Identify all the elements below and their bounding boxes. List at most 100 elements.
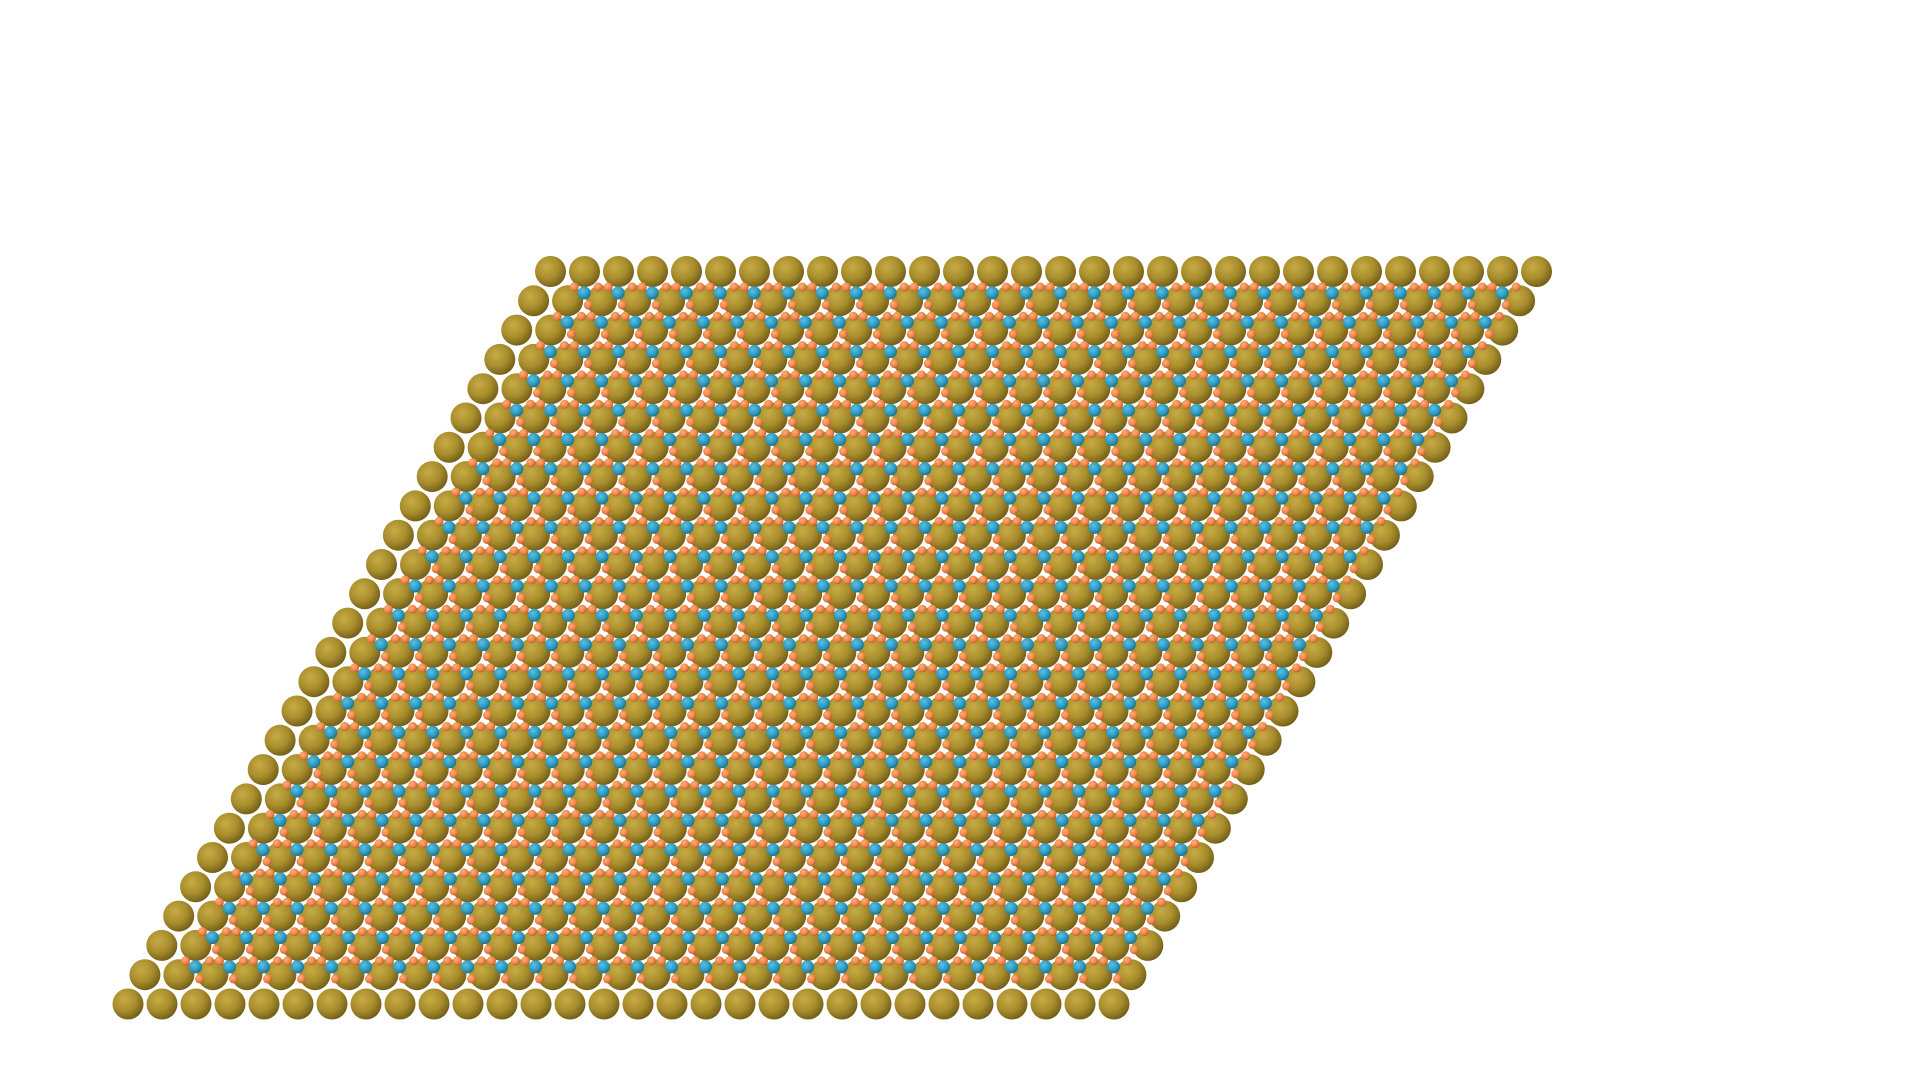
medium-atom — [578, 638, 592, 652]
small-atom — [656, 722, 666, 731]
small-atom — [1274, 575, 1284, 585]
medium-atom — [663, 550, 677, 564]
large-atom — [1385, 431, 1417, 463]
small-atom — [1196, 652, 1206, 662]
small-atom — [398, 915, 408, 925]
small-atom — [637, 282, 647, 292]
small-atom — [500, 857, 510, 867]
small-atom — [1409, 341, 1419, 351]
large-atom — [994, 343, 1026, 375]
small-atom — [866, 516, 876, 526]
medium-atom — [1037, 374, 1050, 388]
medium-atom — [867, 374, 880, 388]
small-atom — [877, 809, 887, 819]
small-atom — [1149, 868, 1159, 878]
small-atom — [884, 897, 894, 907]
large-atom — [996, 871, 1028, 903]
medium-atom — [495, 960, 508, 974]
small-atom — [1222, 311, 1232, 321]
small-atom — [841, 282, 851, 292]
small-atom — [1003, 809, 1013, 819]
small-atom — [651, 359, 661, 369]
small-atom — [992, 534, 1002, 544]
large-atom — [961, 754, 993, 786]
small-atom — [741, 751, 751, 761]
small-atom — [1301, 546, 1311, 556]
medium-atom — [1377, 491, 1391, 505]
small-atom — [874, 798, 884, 808]
small-atom — [550, 476, 560, 486]
medium-atom — [766, 667, 779, 681]
large-atom — [673, 900, 705, 932]
small-atom — [738, 798, 748, 808]
large-atom — [1283, 490, 1315, 522]
large-atom — [383, 754, 415, 786]
small-atom — [639, 751, 649, 761]
medium-atom — [560, 315, 574, 329]
medium-atom — [868, 784, 882, 798]
medium-atom — [544, 579, 558, 593]
small-atom — [712, 311, 722, 321]
small-atom — [228, 915, 238, 925]
small-atom — [1282, 681, 1291, 691]
large-atom — [808, 607, 840, 639]
small-atom — [994, 311, 1004, 321]
medium-atom — [1258, 579, 1272, 593]
large-atom — [656, 871, 688, 903]
small-atom — [663, 868, 673, 878]
small-atom — [384, 780, 394, 790]
small-atom — [1154, 311, 1164, 321]
small-atom — [697, 751, 707, 761]
small-atom — [543, 546, 553, 556]
small-atom — [431, 564, 441, 574]
small-atom — [1079, 974, 1088, 984]
small-atom — [570, 399, 580, 409]
small-atom — [1290, 311, 1300, 321]
small-atom — [593, 341, 603, 351]
small-atom — [1267, 429, 1277, 438]
large-atom — [655, 636, 687, 668]
medium-atom — [596, 667, 609, 681]
small-atom — [832, 575, 842, 585]
large-atom — [1012, 783, 1044, 815]
small-atom — [842, 575, 852, 585]
small-atom — [655, 604, 665, 614]
small-atom — [670, 857, 680, 867]
medium-atom — [1020, 403, 1034, 417]
medium-atom — [561, 550, 575, 564]
small-atom — [619, 886, 629, 896]
small-atom — [929, 956, 938, 966]
small-atom — [1180, 798, 1190, 808]
large-atom — [587, 578, 619, 610]
small-atom — [934, 516, 944, 526]
small-atom — [1196, 534, 1206, 544]
large-atom — [962, 871, 994, 903]
medium-atom — [868, 667, 881, 681]
small-atom — [578, 722, 588, 731]
small-atom — [1148, 634, 1158, 644]
small-atom — [602, 740, 612, 749]
small-atom — [434, 634, 444, 644]
small-atom — [1393, 487, 1403, 497]
small-atom — [442, 722, 452, 731]
medium-atom — [324, 784, 338, 798]
small-atom — [706, 575, 716, 585]
large-atom — [1046, 724, 1078, 756]
large-atom — [978, 666, 1010, 698]
small-atom — [805, 505, 815, 515]
small-atom — [758, 722, 768, 731]
small-atom — [1161, 359, 1171, 369]
small-atom — [612, 897, 622, 907]
small-atom — [279, 886, 289, 896]
small-atom — [554, 839, 564, 849]
small-atom — [195, 974, 204, 984]
small-atom — [1348, 329, 1358, 339]
small-atom — [1088, 780, 1098, 790]
large-atom — [384, 871, 416, 903]
small-atom — [781, 429, 791, 438]
large-atom — [1132, 871, 1164, 903]
large-atom — [637, 256, 668, 287]
small-atom — [833, 927, 843, 937]
small-atom — [503, 868, 513, 878]
small-atom — [1301, 487, 1311, 497]
